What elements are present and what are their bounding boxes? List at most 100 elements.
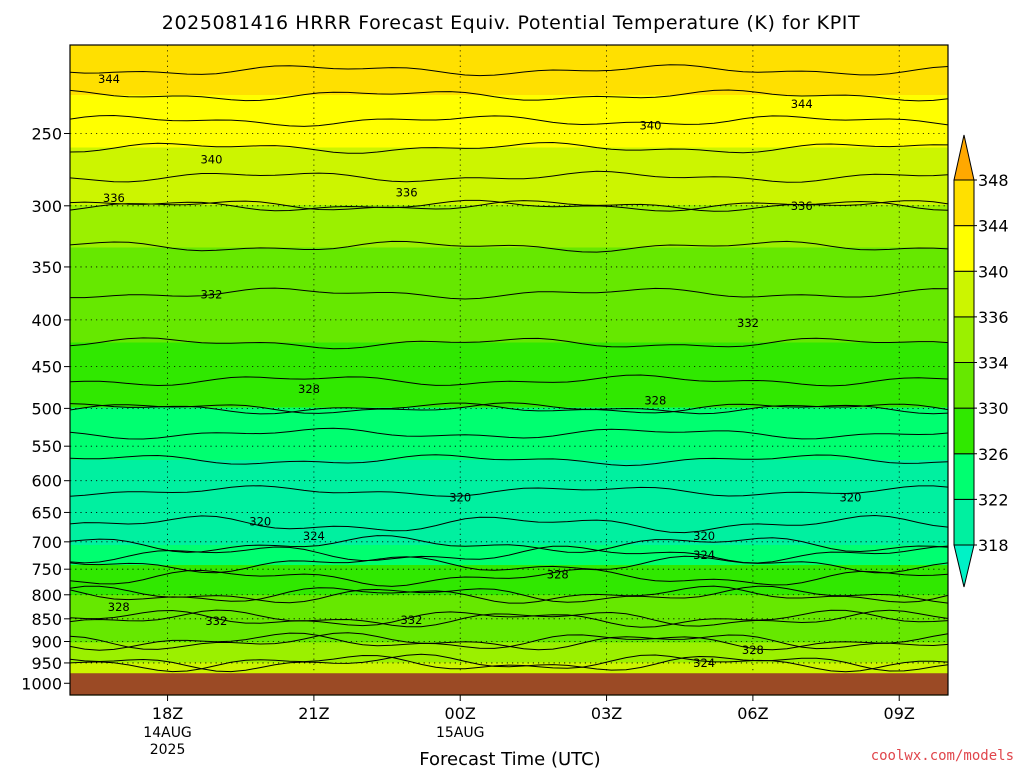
band-strip xyxy=(70,327,948,331)
band-strip xyxy=(70,437,948,441)
band-strip xyxy=(70,345,948,349)
band-strip xyxy=(70,565,948,569)
contour-336 xyxy=(69,199,949,212)
band-strip xyxy=(70,360,948,364)
y-tick-label: 400 xyxy=(31,311,62,330)
band-strip xyxy=(70,480,948,484)
band-strip xyxy=(70,142,948,146)
band-strip xyxy=(70,132,948,136)
band-strip xyxy=(70,67,948,71)
band-strip xyxy=(70,112,948,116)
band-strip xyxy=(70,130,948,134)
contour-label: 320 xyxy=(249,514,271,528)
band-strip xyxy=(70,387,948,391)
band-strip xyxy=(70,442,948,446)
contour-label: 324 xyxy=(693,656,715,670)
band-strip xyxy=(70,410,948,414)
band-strip xyxy=(70,150,948,154)
band-strip xyxy=(70,372,948,376)
contour-324 xyxy=(69,427,949,440)
contour-label: 328 xyxy=(298,382,320,396)
colorbar: 318 322 326 330 334 336 340 344 348 xyxy=(953,134,1009,588)
band-strip xyxy=(70,135,948,139)
contour-label: 328 xyxy=(547,567,569,581)
band-strip xyxy=(70,77,948,81)
band-strip xyxy=(70,262,948,266)
band-strip xyxy=(70,640,948,644)
band-strip xyxy=(70,520,948,524)
band-strip xyxy=(70,452,948,456)
band-strip xyxy=(70,322,948,326)
band-strip xyxy=(70,357,948,361)
colorbar-under-triangle xyxy=(953,544,975,588)
band-strip xyxy=(70,477,948,481)
band-strip xyxy=(70,155,948,159)
band-strip xyxy=(70,312,948,316)
colorbar-over-triangle xyxy=(953,134,975,181)
band-strip xyxy=(70,580,948,584)
contour-label: 324 xyxy=(303,529,325,543)
contour-label: 332 xyxy=(205,614,227,628)
band-strip xyxy=(70,617,948,621)
band-strip xyxy=(70,390,948,394)
contour-334 xyxy=(69,240,949,253)
ground-below-surface xyxy=(70,673,948,695)
contour-label: 324 xyxy=(693,548,715,562)
contour-326 xyxy=(69,555,949,574)
contour-332 xyxy=(70,287,949,300)
colorbar-tick-label: 318 xyxy=(978,536,1009,555)
band-strip xyxy=(70,190,948,194)
band-strip xyxy=(70,175,948,179)
band-strip xyxy=(70,425,948,429)
contour-330 xyxy=(69,585,949,604)
band-strip xyxy=(70,430,948,434)
contour-label: 328 xyxy=(644,393,666,407)
band-strip xyxy=(70,285,948,289)
band-strip xyxy=(70,522,948,526)
band-strip xyxy=(70,265,948,269)
band-strip xyxy=(70,87,948,91)
band-strip xyxy=(70,382,948,386)
band-strip xyxy=(70,497,948,501)
band-strip xyxy=(70,102,948,106)
y-tick-label: 900 xyxy=(31,632,62,651)
band-strip xyxy=(70,377,948,381)
contour-lines xyxy=(69,64,949,673)
band-strip xyxy=(70,305,948,309)
colorbar-tick-label: 334 xyxy=(978,354,1009,373)
colorbar-tick-label: 344 xyxy=(978,217,1009,236)
band-strip xyxy=(70,657,948,661)
band-strip xyxy=(70,347,948,351)
band-strip xyxy=(70,352,948,356)
band-strip xyxy=(70,435,948,439)
band-strip xyxy=(70,212,948,216)
band-strip xyxy=(70,205,948,209)
x-tick-label: 03Z xyxy=(591,704,622,723)
plot-area: 344 344 340 340 336 336 336 332 332 328 328 320 320 3… xyxy=(69,44,949,696)
band-strip xyxy=(70,572,948,576)
band-strip xyxy=(70,157,948,161)
band-strip xyxy=(70,202,948,206)
plot-frame xyxy=(69,44,949,696)
band-strip xyxy=(70,507,948,511)
band-strip xyxy=(70,227,948,231)
band-strip xyxy=(70,250,948,254)
colorbar-tick-label: 330 xyxy=(978,399,1009,418)
contour-338 xyxy=(69,170,949,183)
band-strip xyxy=(70,482,948,486)
band-strip xyxy=(70,280,948,284)
y-tick-label: 800 xyxy=(31,586,62,605)
band-strip xyxy=(70,457,948,461)
band-strip xyxy=(70,562,948,566)
band-strip xyxy=(70,532,948,536)
contour-322 xyxy=(69,454,949,467)
chart-title: 2025081416 HRRR Forecast Equiv. Potentia… xyxy=(162,12,860,34)
colorbar-tick-label: 336 xyxy=(978,308,1009,327)
y-tick-label: 700 xyxy=(31,533,62,552)
contour-label: 328 xyxy=(108,600,130,614)
y-tick-label: 450 xyxy=(31,358,62,377)
band-strip xyxy=(70,597,948,601)
x-tick-label: 00Z xyxy=(445,704,476,723)
band-strip xyxy=(70,185,948,189)
band-strip xyxy=(70,407,948,411)
